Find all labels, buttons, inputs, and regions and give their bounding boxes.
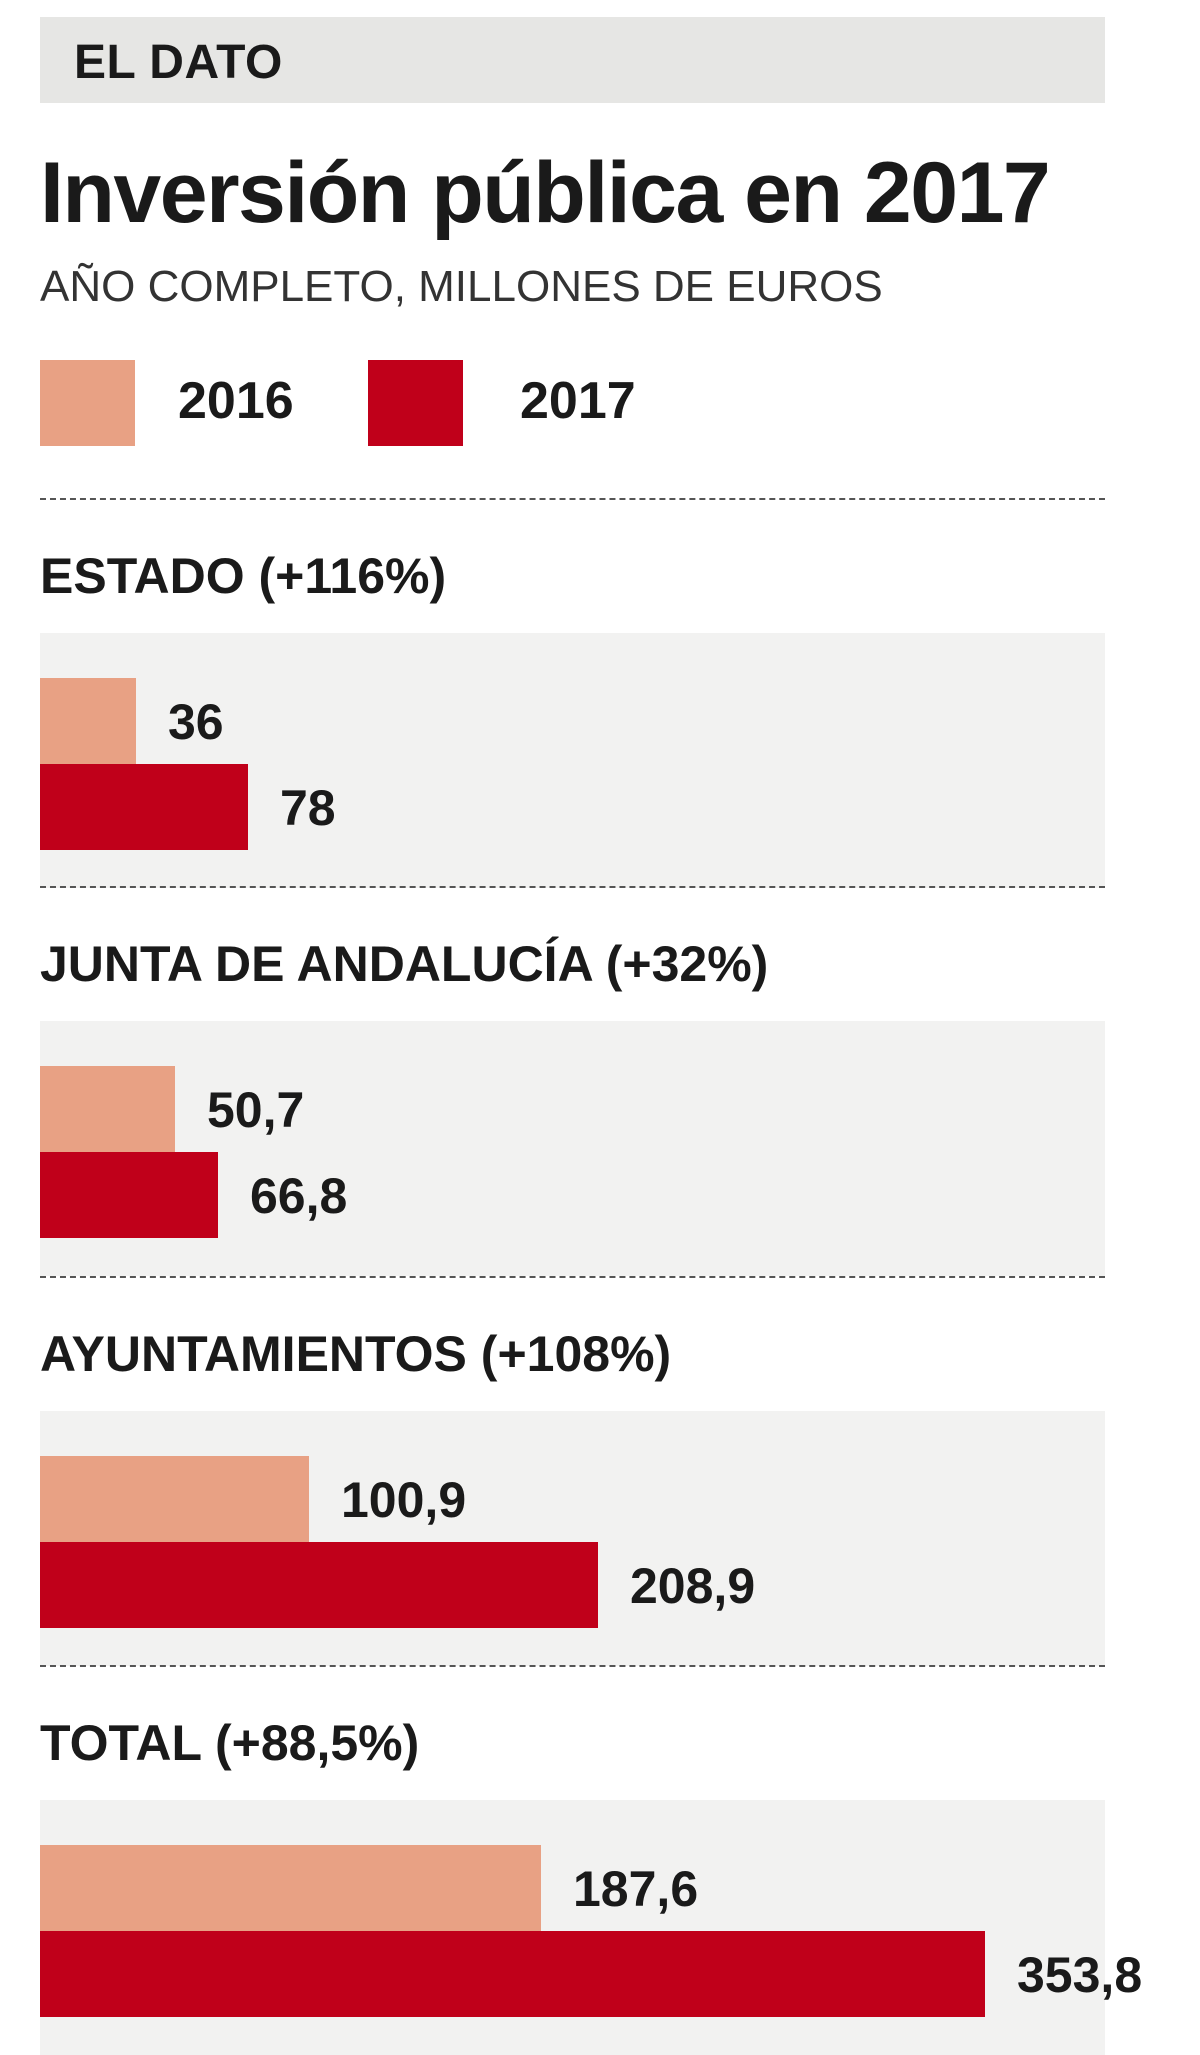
bar-junta-de-andalucia-2017 — [40, 1152, 218, 1238]
chart-title: Inversión pública en 2017 — [40, 145, 1051, 241]
value-label-junta-de-andalucia-2016: 50,7 — [207, 1082, 305, 1138]
bar-total-2016 — [40, 1845, 541, 1931]
bar-junta-de-andalucia-2016 — [40, 1066, 175, 1152]
value-label-total-2016: 187,6 — [573, 1861, 699, 1917]
value-label-ayuntamientos-2017: 208,9 — [630, 1558, 756, 1614]
value-label-estado-2017: 78 — [280, 780, 336, 836]
section-divider — [40, 1276, 1105, 1278]
section-title-estado: ESTADO (+116%) — [40, 548, 447, 604]
legend-swatch-2016 — [40, 360, 135, 446]
legend-label-2017: 2017 — [520, 372, 636, 430]
value-label-total-2017: 353,8 — [1017, 1947, 1143, 2003]
value-label-ayuntamientos-2016: 100,9 — [341, 1472, 467, 1528]
legend-swatch-2017 — [368, 360, 463, 446]
section-divider — [40, 498, 1105, 500]
section-title-junta-de-andalucia: JUNTA DE ANDALUCÍA (+32%) — [40, 936, 769, 992]
bar-ayuntamientos-2016 — [40, 1456, 309, 1542]
bar-total-2017 — [40, 1931, 985, 2017]
kicker-label: EL DATO — [74, 36, 283, 89]
section-divider — [40, 886, 1105, 888]
section-title-ayuntamientos: AYUNTAMIENTOS (+108%) — [40, 1326, 672, 1382]
bar-estado-2016 — [40, 678, 136, 764]
bar-ayuntamientos-2017 — [40, 1542, 598, 1628]
section-title-total: TOTAL (+88,5%) — [40, 1715, 420, 1771]
value-label-estado-2016: 36 — [168, 694, 224, 750]
section-divider — [40, 1665, 1105, 1667]
value-label-junta-de-andalucia-2017: 66,8 — [250, 1168, 348, 1224]
chart-subtitle: AÑO COMPLETO, MILLONES DE EUROS — [40, 262, 883, 311]
bar-estado-2017 — [40, 764, 248, 850]
legend-label-2016: 2016 — [178, 372, 294, 430]
kicker-bar — [40, 17, 1105, 103]
